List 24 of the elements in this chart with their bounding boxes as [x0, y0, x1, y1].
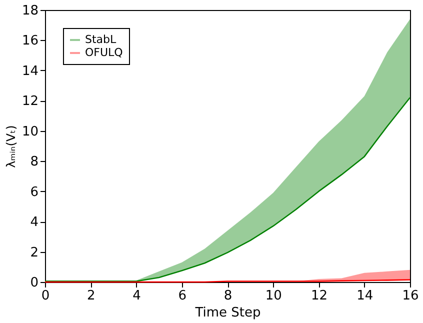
y-tick-label: 16 — [22, 34, 38, 49]
x-tick-label: 16 — [402, 288, 419, 304]
legend-label: StabL — [85, 33, 118, 46]
y-tick-label: 10 — [22, 124, 38, 140]
y-tick-label: 18 — [22, 4, 38, 18]
x-tick-label: 10 — [265, 288, 282, 304]
x-tick-label: 4 — [132, 288, 141, 304]
x-tick-label: 6 — [178, 288, 187, 304]
y-tick-label: 2 — [30, 245, 38, 260]
y-axis-title: λₘᵢₙ(Vₜ) — [4, 125, 18, 168]
y-tick-label: 0 — [30, 276, 38, 290]
x-axis-title: Time Step — [194, 306, 261, 320]
x-tick-label: 8 — [224, 288, 232, 304]
y-tick-label: 8 — [30, 154, 38, 170]
line-series — [44, 96, 411, 282]
y-tick-label: 12 — [22, 94, 38, 110]
x-tick-label: 14 — [356, 288, 374, 304]
x-tick-label: 2 — [86, 288, 96, 304]
x-tick-label: 0 — [41, 288, 50, 304]
y-tick-label: 6 — [30, 184, 38, 200]
legend-label: OFULQ — [85, 46, 124, 59]
x-tick-label: 12 — [310, 288, 328, 304]
y-tick-label: 14 — [22, 64, 38, 79]
y-tick-label: 4 — [30, 215, 38, 230]
